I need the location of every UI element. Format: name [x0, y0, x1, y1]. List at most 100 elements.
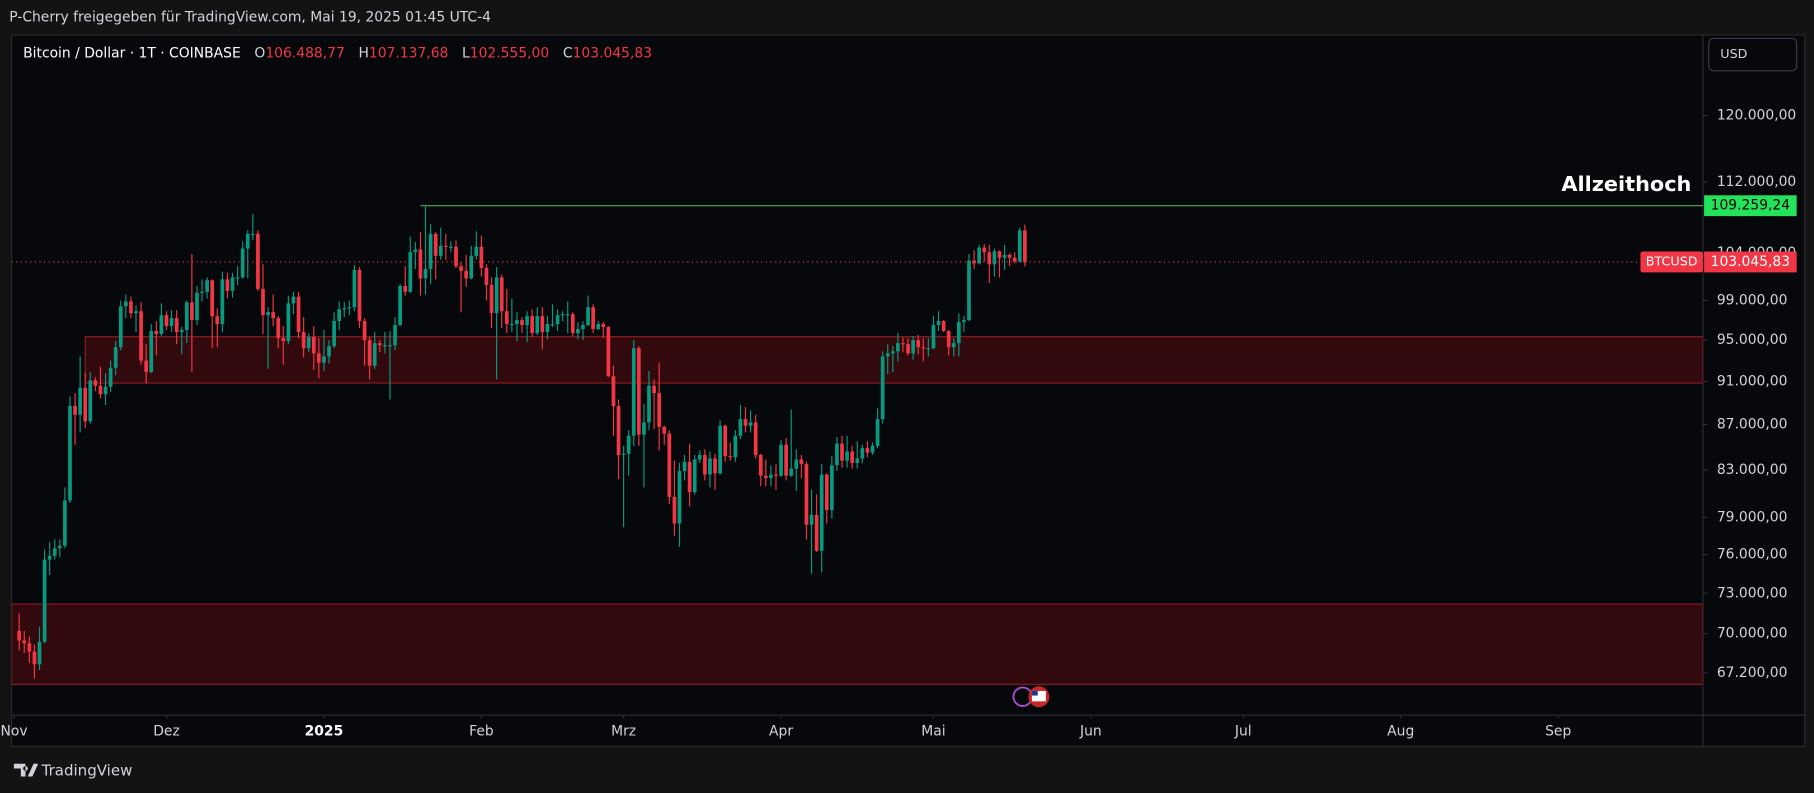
candle-body [885, 353, 890, 357]
y-tick-label: 99.000,00 [1717, 292, 1788, 308]
candle-body [108, 367, 113, 387]
candle-body [840, 443, 844, 461]
x-tick-label: 2025 [305, 723, 344, 739]
candle-body [159, 315, 164, 335]
candle-body [774, 474, 778, 476]
candle-body [240, 248, 245, 278]
candle-body [484, 268, 489, 286]
candle-body [1017, 230, 1022, 262]
candle-body [245, 233, 250, 249]
candle-body [474, 246, 479, 256]
symbol-title: Bitcoin / Dollar · 1T · COINBASE [23, 45, 241, 61]
x-tick-label: Apr [769, 723, 793, 739]
candle-body [250, 233, 255, 236]
candle-body [977, 247, 982, 264]
candle-body [357, 269, 362, 322]
candle-body [388, 345, 392, 347]
candle-body [195, 292, 199, 321]
candle-body [459, 266, 463, 271]
candle-body [144, 360, 149, 372]
candle-body [738, 419, 743, 436]
candle-body [982, 247, 987, 253]
candle-body [728, 456, 733, 458]
event-icons [1012, 686, 1050, 708]
candle-body [179, 330, 184, 333]
candle-body [596, 324, 601, 330]
candle-body [987, 252, 992, 265]
candle-body [504, 311, 509, 325]
ohlc-value: 102.555,00 [470, 45, 549, 61]
candle-body [865, 448, 870, 453]
candle-body [413, 249, 418, 253]
x-tick-label: Nov [1, 723, 28, 739]
candle-body [967, 260, 971, 321]
candle-body [946, 331, 951, 348]
candle-body [814, 514, 819, 551]
candle-body [149, 331, 154, 372]
candle-body [515, 320, 519, 325]
candle-body [73, 406, 77, 415]
candle-body [636, 348, 641, 435]
candle-body [205, 280, 209, 292]
candle-body [794, 459, 799, 469]
candle-body [93, 380, 98, 386]
candle-body [819, 474, 824, 551]
symbol-tag [1640, 251, 1703, 273]
candle-body [809, 514, 814, 525]
candle-body [769, 474, 773, 479]
candle-body [352, 269, 357, 308]
candle-body [677, 471, 682, 524]
brand-name: TradingView [41, 761, 133, 779]
candle-body [540, 316, 545, 333]
ohlc-key: H [358, 45, 368, 61]
candle-body [83, 387, 88, 422]
candle-body [306, 337, 311, 349]
candle-body [616, 406, 621, 455]
candle-body [941, 321, 946, 332]
x-tick-label: Aug [1387, 723, 1414, 739]
candle-body [560, 314, 565, 316]
candle-body [520, 320, 524, 326]
candle-body [337, 309, 342, 322]
share-header: P-Cherry freigegeben für TradingView.com… [9, 10, 491, 26]
zones [11, 336, 1703, 685]
candle-body [27, 643, 32, 652]
x-tick-label: Jun [1079, 723, 1102, 739]
candle-body [98, 385, 103, 395]
candle-body [230, 277, 235, 291]
y-tick-label: 67.200,00 [1717, 665, 1788, 681]
candle-body [962, 320, 966, 323]
level-price-label: 109.259,24 [1711, 198, 1791, 214]
logo-icon [13, 763, 39, 777]
candle-body [367, 340, 372, 366]
candle-body [377, 343, 382, 346]
candle-body [972, 260, 976, 264]
candle-body [423, 268, 428, 279]
candle-body [753, 422, 758, 455]
candle-body [611, 376, 616, 407]
candle-body [758, 454, 763, 476]
y-tick-label: 87.000,00 [1717, 417, 1788, 433]
last-price-box [1704, 251, 1797, 273]
candle-body [845, 451, 849, 461]
candle-body [692, 459, 697, 493]
candle-body [494, 277, 499, 314]
candle-body [78, 387, 82, 415]
candle-body [438, 245, 443, 256]
candle-body [687, 461, 692, 493]
candle-body [936, 321, 941, 326]
candle-body [190, 302, 194, 321]
y-tick-label: 112.000,00 [1717, 174, 1796, 190]
flag-icon [1031, 690, 1038, 696]
candle-body [647, 385, 651, 423]
currency-button[interactable] [1708, 37, 1798, 72]
candle-body [555, 315, 560, 325]
candle-body [708, 458, 712, 475]
candle-body [565, 314, 570, 316]
candle-body [68, 406, 72, 501]
candle-body [789, 468, 794, 476]
candle-body [880, 356, 885, 420]
candle-body [855, 458, 860, 463]
candle-body [403, 286, 408, 292]
candle-body [479, 246, 484, 269]
